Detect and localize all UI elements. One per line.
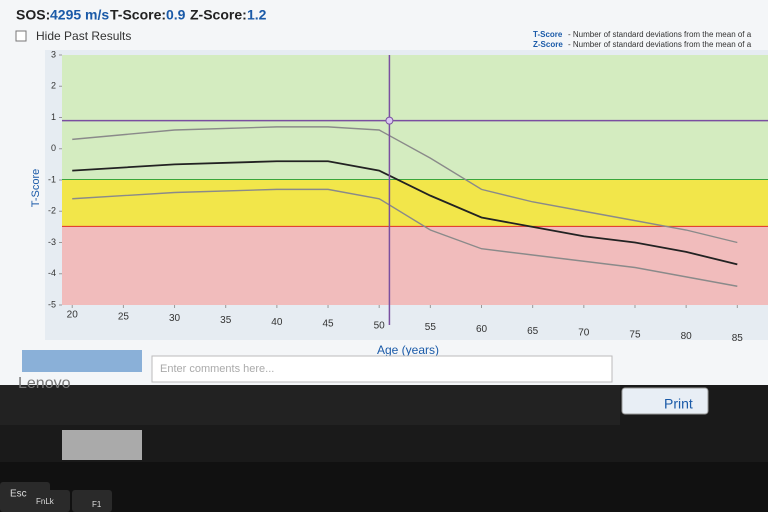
y-tick-label: -4 [48,268,56,278]
print-label[interactable]: Print [664,396,693,412]
brand: Lenovo [18,375,71,392]
y-tick-label: -1 [48,174,56,184]
zone [62,226,768,305]
y-tick-label: -3 [48,237,56,247]
x-tick-label: 40 [271,317,283,328]
key [72,490,112,512]
hinge [62,430,142,460]
note-term: Z-Score [533,40,563,49]
x-tick-label: 80 [681,331,693,342]
t-value: 0.9 [166,7,186,23]
key [30,490,70,512]
y-axis-label: T-Score [30,169,42,208]
x-axis-label: Age (years) [377,343,439,357]
y-tick-label: 1 [51,112,56,122]
y-tick-label: -5 [48,299,56,309]
keyboard [0,462,768,512]
x-tick-label: 25 [118,311,130,322]
series-line [72,188,738,287]
checkbox[interactable] [15,30,27,42]
y-tick-label: 0 [51,143,56,153]
series-line [72,160,738,266]
key-label: Esc [10,489,27,500]
y-tick-label: -2 [48,206,56,216]
y-tick-label: 3 [51,49,56,59]
checkbox-label[interactable]: Hide Past Results [36,29,131,43]
x-tick-label: 70 [578,328,590,339]
x-tick-label: 65 [527,326,539,337]
x-tick-label: 60 [476,324,488,335]
sos-label: SOS: [16,7,50,23]
x-tick-label: 35 [220,315,232,326]
x-tick-label: 50 [374,320,386,331]
note-term: T-Score [533,30,563,39]
z-value: 1.2 [247,7,267,23]
zone [62,55,768,180]
key-label: F1 [92,500,102,509]
note-text: - Number of standard deviations from the… [568,40,752,49]
t-label: T-Score: [110,7,166,23]
chart: -5 -4 -3 -2 -1 0 1 2 3 20 25 30 35 40 45 50 55 60 65 70 75 80… [45,49,768,344]
x-tick-label: 85 [732,333,744,344]
key-label: FnLk [36,497,55,506]
sos-value: 4295 m/s [50,7,109,23]
x-tick-label: 75 [629,329,641,340]
print-button[interactable] [621,387,709,415]
z-label: Z-Score: [190,7,247,23]
y-tick-label: 2 [51,81,56,91]
toolbar [22,350,142,372]
note-text: - Number of standard deviations from the… [568,30,752,39]
comment-box[interactable] [151,355,613,383]
bezel [0,385,620,425]
x-tick-label: 30 [169,313,181,324]
x-tick-label: 45 [322,319,334,330]
x-tick-label: 20 [67,310,79,321]
patient-marker [385,116,394,125]
series-line [72,126,738,244]
comment-placeholder[interactable]: Enter comments here... [160,363,274,375]
x-tick-label: 55 [425,322,437,333]
